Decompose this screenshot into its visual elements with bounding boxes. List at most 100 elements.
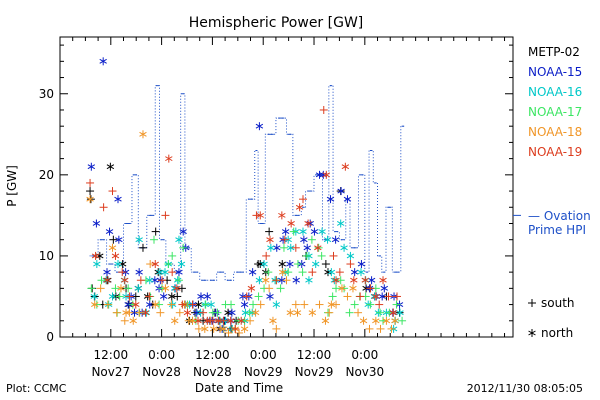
- point-south: [138, 243, 147, 252]
- point-north: [321, 316, 330, 325]
- x-tick-date-label: Nov28: [142, 365, 181, 379]
- point-south: [112, 308, 121, 317]
- point-north: [165, 154, 173, 163]
- point-north: [292, 276, 300, 285]
- point-north: [151, 300, 159, 309]
- point-north: [168, 292, 176, 301]
- point-south: [345, 308, 354, 317]
- point-north: [327, 300, 336, 309]
- ovation-hpi-line: [89, 85, 406, 281]
- point-north: [330, 276, 339, 285]
- x-tick-time-label: 0:00: [351, 348, 378, 362]
- y-axis: 0 10 20 30: [39, 44, 513, 344]
- point-south: [387, 324, 396, 333]
- point-north: [135, 268, 143, 277]
- point-north: [300, 235, 308, 244]
- point-north: [203, 292, 212, 301]
- point-north: [378, 292, 386, 301]
- point-south: [213, 308, 222, 317]
- point-south: [350, 300, 359, 309]
- point-south: [366, 284, 375, 293]
- point-north: [228, 308, 236, 317]
- point-north: [305, 276, 313, 285]
- plot-frame: [59, 36, 514, 338]
- point-north: [209, 324, 218, 333]
- y-tick-label: 20: [39, 168, 54, 182]
- point-north: [338, 284, 346, 293]
- point-south: [328, 292, 337, 301]
- point-north: [260, 260, 268, 269]
- point-south: [346, 260, 355, 269]
- point-south: [392, 292, 401, 301]
- point-south: [86, 187, 95, 196]
- point-north: [396, 308, 404, 317]
- point-south: [280, 235, 289, 244]
- point-south: [151, 227, 160, 236]
- x-tick-time-label: 0:00: [250, 348, 277, 362]
- point-south: [168, 251, 177, 260]
- point-north: [380, 284, 389, 293]
- point-north: [372, 292, 380, 301]
- point-south: [179, 243, 188, 252]
- symbol-legend-item: south: [528, 296, 575, 310]
- point-south: [208, 316, 217, 325]
- point-north: [247, 284, 256, 293]
- point-north: [175, 268, 183, 277]
- point-north: [241, 308, 250, 317]
- point-north: [266, 235, 274, 244]
- point-north: [203, 316, 212, 325]
- legend-noaa-16: NOAA-16: [528, 85, 582, 99]
- point-north: [103, 268, 111, 277]
- point-south: [136, 276, 145, 285]
- point-north: [135, 235, 143, 244]
- symbol-legend-north: north: [541, 326, 573, 340]
- point-south: [175, 308, 184, 317]
- y-tick-label: 30: [39, 87, 54, 101]
- point-north: [336, 219, 345, 228]
- x-tick-time-label: 0:00: [148, 348, 175, 362]
- point-north: [255, 122, 264, 131]
- point-north: [207, 300, 215, 309]
- point-south: [299, 195, 308, 204]
- point-south: [125, 308, 134, 317]
- x-tick-date-label: Nov29: [244, 365, 283, 379]
- point-south: [201, 300, 210, 309]
- point-north: [293, 308, 302, 317]
- point-south: [376, 324, 385, 333]
- series-noaa-18: [86, 130, 399, 337]
- point-south: [325, 308, 334, 317]
- point-north: [255, 276, 264, 285]
- point-north: [108, 243, 117, 252]
- point-south: [384, 292, 393, 301]
- symbol-legend-south: south: [541, 296, 575, 310]
- series-noaa-15: [87, 57, 404, 333]
- point-south: [265, 227, 274, 236]
- point-north: [311, 260, 320, 269]
- point-north: [370, 292, 379, 301]
- point-south: [335, 268, 344, 277]
- point-south: [191, 308, 200, 317]
- point-south: [235, 328, 244, 337]
- point-north: [121, 276, 129, 285]
- point-north: [304, 219, 312, 228]
- marker-layer: [86, 57, 407, 337]
- point-north: [278, 268, 287, 277]
- point-south: [103, 300, 112, 309]
- point-south: [284, 268, 293, 277]
- point-south: [262, 251, 271, 260]
- point-south: [125, 292, 134, 301]
- point-south: [317, 251, 326, 260]
- point-north: [303, 243, 311, 252]
- point-north: [194, 316, 202, 325]
- point-north: [114, 195, 122, 204]
- x-tick-date-label: Nov29: [295, 365, 334, 379]
- point-north: [281, 227, 290, 236]
- legend-metp-02: METP-02: [528, 45, 580, 59]
- point-north: [115, 235, 123, 244]
- point-north: [262, 276, 270, 285]
- point-north: [367, 276, 376, 285]
- point-south: [167, 300, 176, 309]
- point-north: [86, 195, 94, 204]
- point-north: [391, 316, 399, 325]
- point-north: [175, 235, 183, 244]
